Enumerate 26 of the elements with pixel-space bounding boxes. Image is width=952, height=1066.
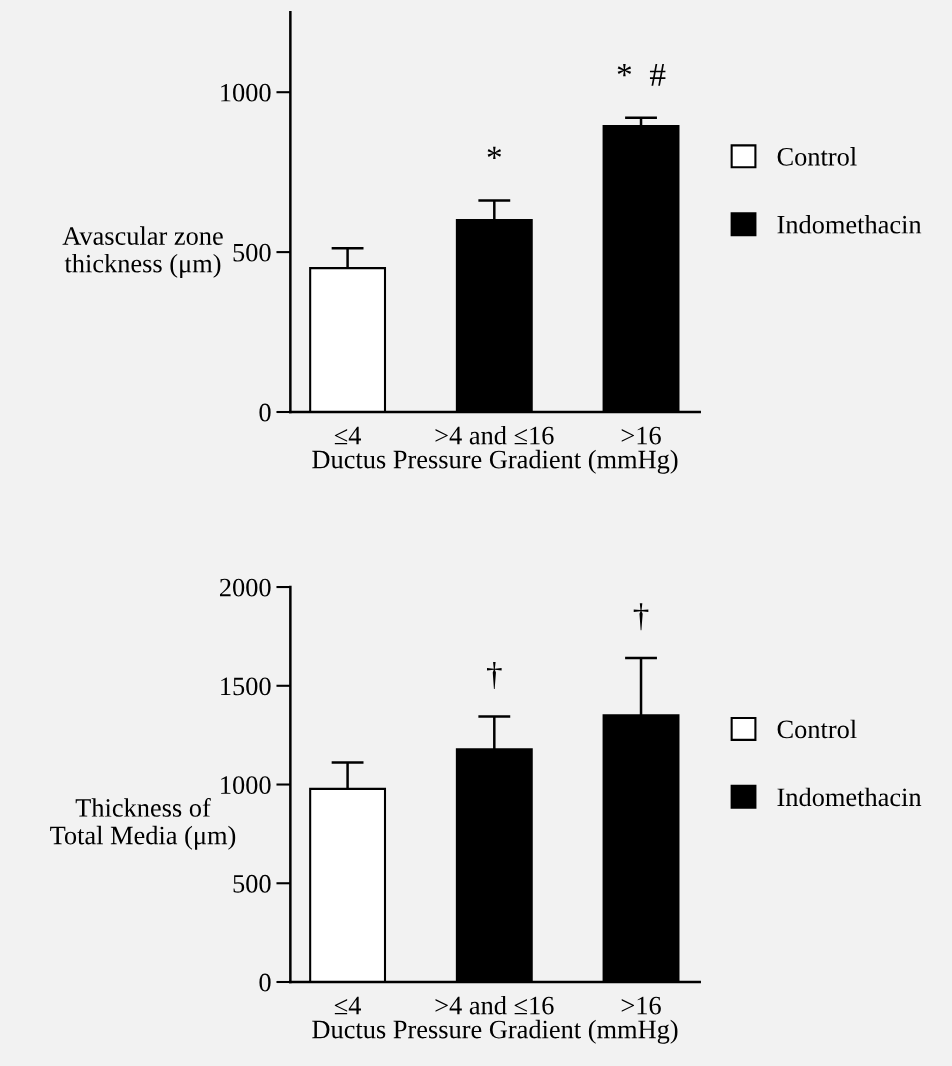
x-tick-label: >4 and ≤16	[435, 425, 554, 445]
y-axis-title: Avascular zone thickness (μm)	[62, 226, 223, 278]
y-tick-label: 1000	[221, 83, 271, 102]
x-tick-label: >4 and ≤16	[435, 995, 554, 1015]
x-axis-title: Ductus Pressure Gradient (mmHg)	[312, 1019, 678, 1044]
legend-label: Control	[777, 719, 857, 739]
annotation: †	[633, 603, 649, 631]
x-axis-title: Ductus Pressure Gradient (mmHg)	[312, 449, 678, 474]
legend-label: Control	[777, 147, 857, 166]
y-tick-label: 2000	[219, 578, 271, 597]
annotation: * #	[617, 64, 666, 86]
legend-label: Indomethacin	[777, 215, 922, 234]
annotation: †	[487, 661, 502, 690]
x-tick-label: >16	[621, 426, 661, 445]
x-tick-label: >16	[621, 996, 661, 1015]
y-tick-label: 0	[259, 973, 271, 992]
x-tick-label: ≤4	[334, 996, 362, 1015]
y-tick-label: 1000	[221, 776, 271, 794]
legend-label: Indomethacin	[777, 787, 922, 807]
y-axis-title: Thickness of Total Media (μm)	[50, 797, 236, 850]
y-tick-label: 1500	[221, 677, 271, 696]
x-tick-label: ≤4	[334, 426, 362, 445]
y-tick-label: 0	[259, 403, 271, 422]
y-tick-label: 500	[233, 874, 271, 893]
annotation: *	[487, 146, 502, 160]
y-tick-label: 500	[233, 243, 271, 262]
